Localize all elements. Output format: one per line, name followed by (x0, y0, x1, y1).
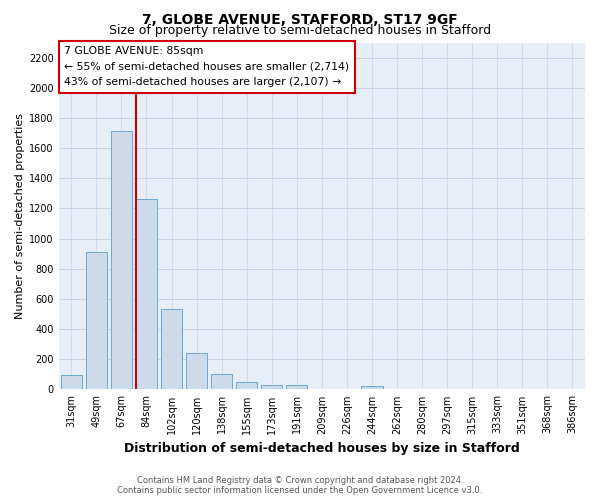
Text: Size of property relative to semi-detached houses in Stafford: Size of property relative to semi-detach… (109, 24, 491, 37)
Bar (136, 200, 157, 390)
Bar (186, 353, 207, 390)
Bar (236, 382, 257, 390)
Text: Contains HM Land Registry data © Crown copyright and database right 2024.
Contai: Contains HM Land Registry data © Crown c… (118, 476, 482, 495)
X-axis label: Distribution of semi-detached houses by size in Stafford: Distribution of semi-detached houses by … (124, 442, 520, 455)
Bar (211, 374, 232, 390)
Text: 7, GLOBE AVENUE, STAFFORD, ST17 9GF: 7, GLOBE AVENUE, STAFFORD, ST17 9GF (142, 12, 458, 26)
Text: 7 GLOBE AVENUE: 85sqm
← 55% of semi-detached houses are smaller (2,714)
43% of s: 7 GLOBE AVENUE: 85sqm ← 55% of semi-deta… (64, 46, 349, 87)
Y-axis label: Number of semi-detached properties: Number of semi-detached properties (15, 113, 25, 319)
Bar (261, 385, 283, 390)
Bar (161, 308, 182, 390)
Bar (86, 252, 107, 390)
Bar (111, 132, 132, 390)
Bar (286, 385, 307, 390)
Bar (361, 386, 383, 390)
Bar (61, 375, 82, 390)
